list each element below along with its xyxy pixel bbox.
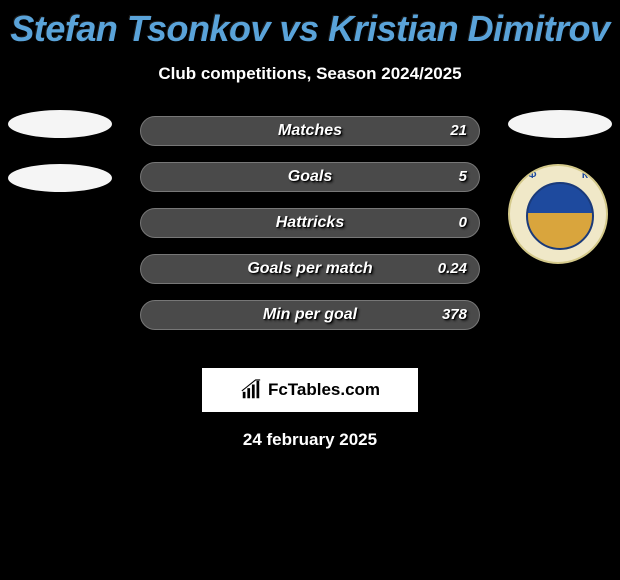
stat-row-mpg: Min per goal 378 (140, 300, 480, 330)
left-player-badges (8, 110, 112, 218)
club-letter-right: К (582, 170, 588, 181)
stat-label: Hattricks (141, 209, 479, 237)
stat-bars: Matches 21 Goals 5 Hattricks 0 Goals per… (140, 116, 480, 346)
player2-club-logo: Ф К (508, 164, 608, 264)
player1-badge-ellipse (8, 110, 112, 138)
season-subtitle: Club competitions, Season 2024/2025 (0, 64, 620, 84)
club-letter-left: Ф (528, 170, 537, 181)
stat-value-right: 0.24 (438, 255, 467, 283)
stat-label: Min per goal (141, 301, 479, 329)
player1-club-ellipse (8, 164, 112, 192)
stat-label: Goals (141, 163, 479, 191)
bar-chart-icon (240, 379, 262, 401)
stat-value-right: 5 (459, 163, 467, 191)
stat-row-goals: Goals 5 (140, 162, 480, 192)
stat-label: Goals per match (141, 255, 479, 283)
club-logo-inner (526, 182, 594, 250)
branding-text: FcTables.com (268, 380, 380, 400)
right-player-badges: Ф К (508, 110, 612, 264)
comparison-title: Stefan Tsonkov vs Kristian Dimitrov (0, 0, 620, 50)
update-date: 24 february 2025 (0, 430, 620, 450)
branding-box[interactable]: FcTables.com (202, 368, 418, 412)
stat-row-hattricks: Hattricks 0 (140, 208, 480, 238)
player2-badge-ellipse (508, 110, 612, 138)
stat-row-matches: Matches 21 (140, 116, 480, 146)
stat-value-right: 0 (459, 209, 467, 237)
stats-area: Ф К Matches 21 Goals 5 Hattricks 0 Goals… (0, 116, 620, 356)
stat-value-right: 378 (442, 301, 467, 329)
stat-label: Matches (141, 117, 479, 145)
stat-value-right: 21 (450, 117, 467, 145)
stat-row-gpm: Goals per match 0.24 (140, 254, 480, 284)
